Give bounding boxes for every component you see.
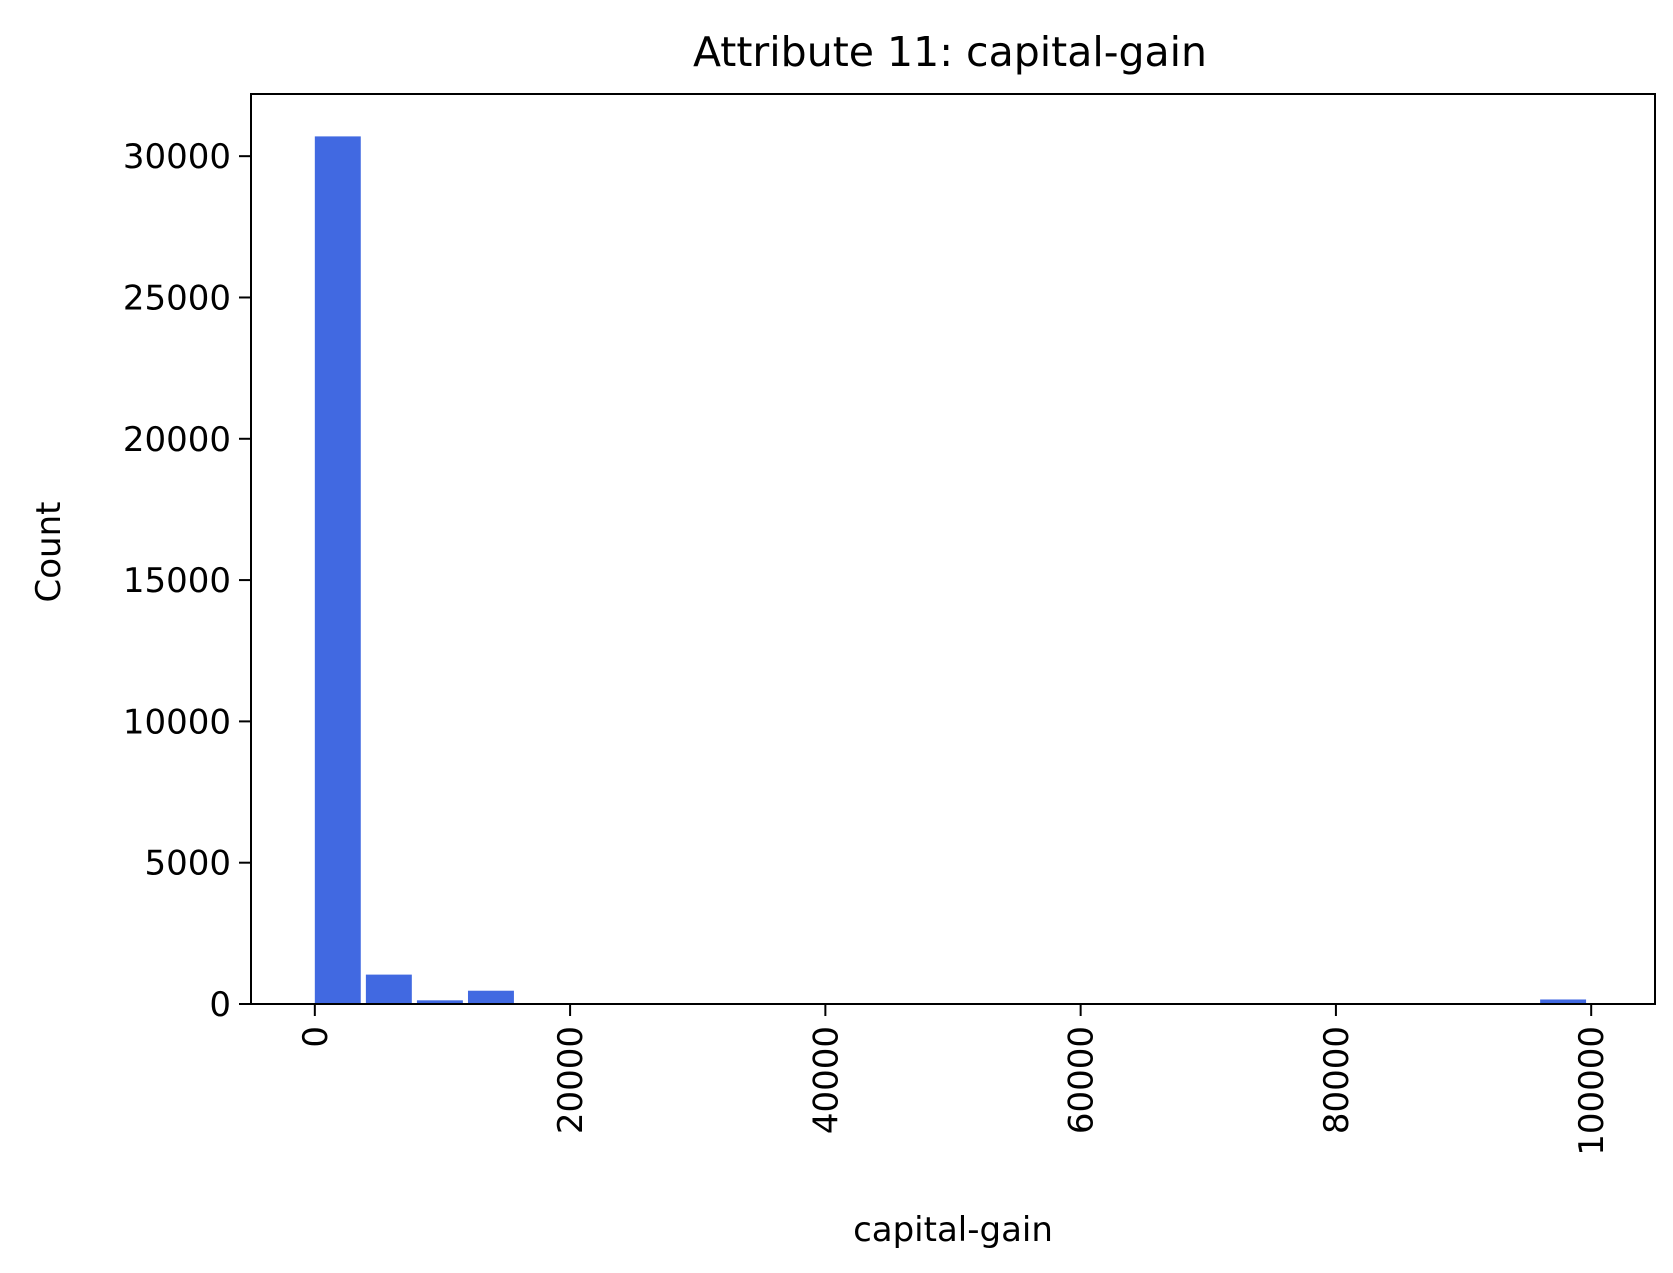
x-tick-label: 20000 [551, 1026, 591, 1134]
histogram-bar [416, 1000, 463, 1004]
x-tick-label: 60000 [1062, 1026, 1102, 1134]
histogram-bar [314, 136, 361, 1005]
y-tick-label: 0 [209, 985, 231, 1025]
x-tick-label: 100000 [1572, 1026, 1612, 1156]
y-tick-label: 30000 [123, 137, 231, 177]
plot-frame [250, 93, 1656, 1005]
x-tick-label: 40000 [806, 1026, 846, 1134]
y-tick-label: 25000 [123, 278, 231, 318]
y-tick-label: 20000 [123, 420, 231, 460]
y-axis-ticks: 0 5000 10000 15000 20000 25000 30000 [123, 137, 251, 1025]
chart-title: Attribute 11: capital-gain [693, 28, 1207, 76]
y-tick-label: 10000 [123, 702, 231, 742]
x-tick-label: 0 [296, 1026, 336, 1048]
histogram-bar [467, 990, 514, 1004]
histogram-bar [1540, 999, 1587, 1004]
x-tick-label: 80000 [1317, 1026, 1357, 1134]
y-tick-label: 15000 [123, 561, 231, 601]
x-axis-label: capital-gain [853, 1210, 1053, 1250]
histogram-bar [365, 974, 412, 1004]
x-axis-ticks: 0 20000 40000 60000 80000 100000 [296, 1004, 1612, 1156]
y-axis-label: Count [29, 502, 69, 603]
bar-group [314, 136, 1587, 1005]
y-tick-label: 5000 [144, 844, 231, 884]
